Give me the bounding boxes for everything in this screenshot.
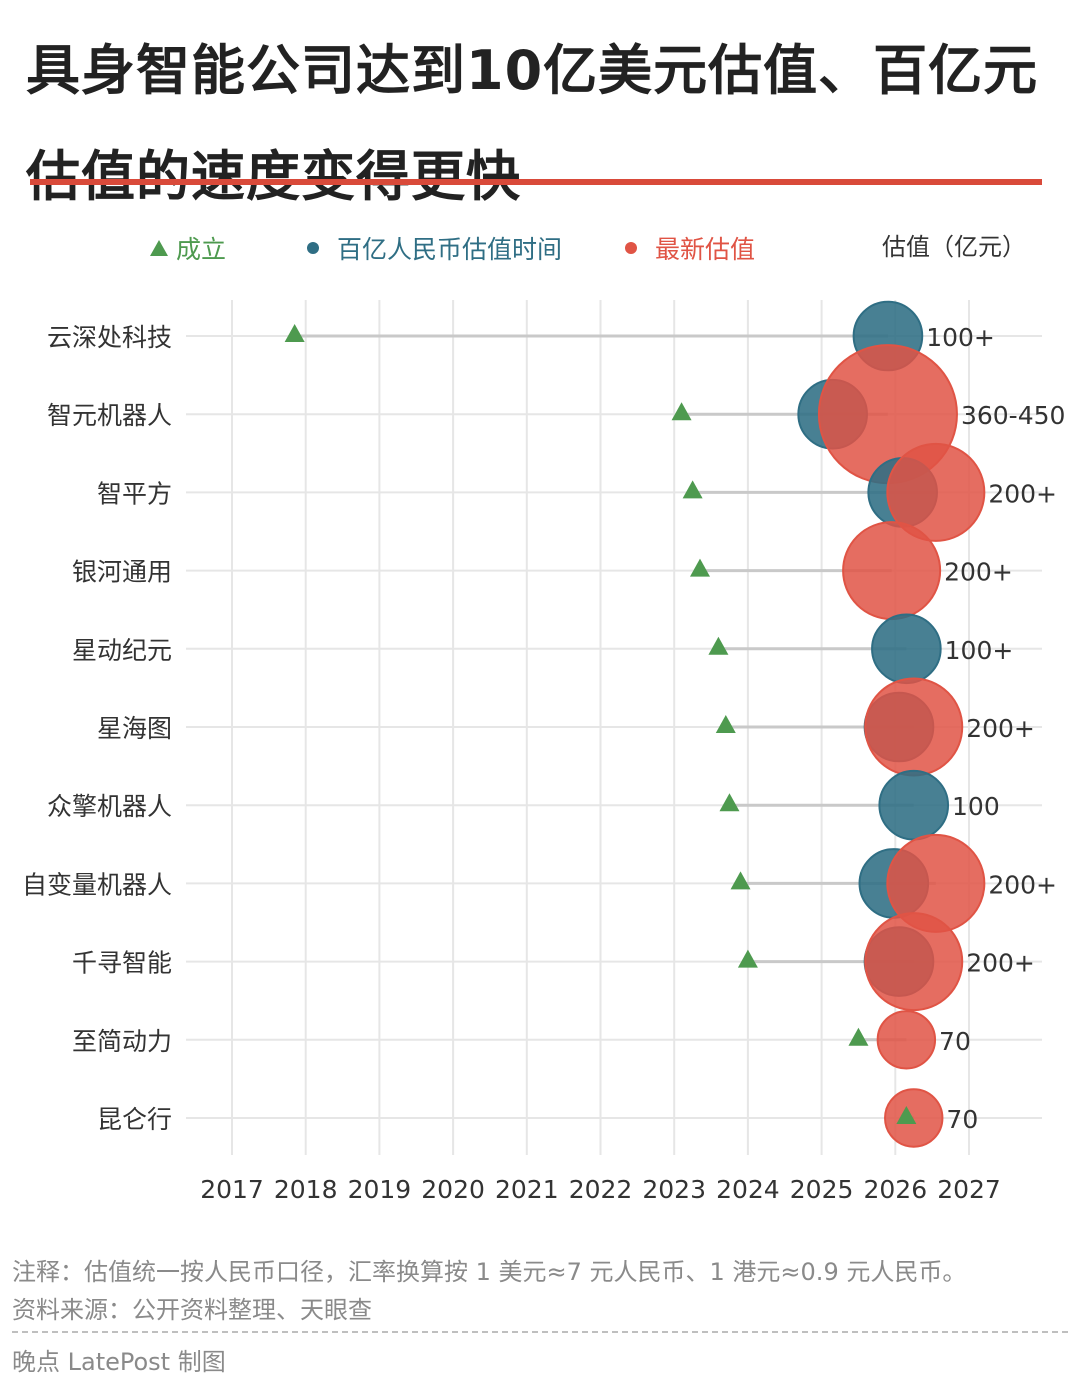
value-column-header: 估值（亿元） [882,233,1026,261]
hundred-billion-bubble [871,613,942,685]
valuation-label: 200+ [988,479,1057,508]
founded-triangle [737,949,758,968]
x-tick-label: 2023 [642,1175,706,1204]
company-label: 昆仑行 [97,1105,172,1134]
latest-valuation-bubble [876,1010,937,1070]
x-tick-label: 2018 [274,1175,338,1204]
x-tick-label: 2025 [790,1175,854,1204]
valuation-label: 200+ [944,558,1013,587]
founded-triangle [715,715,736,733]
legend-hundred-billion-dot [307,242,319,254]
latest-valuation-bubble [864,912,964,1012]
founded-triangle [689,558,710,577]
legend-latest-dot [625,242,637,254]
hundred-billion-bubble [878,769,950,841]
valuation-label: 100+ [926,323,995,352]
legend-latest-label: 最新估值 [655,235,755,264]
x-tick-label: 2026 [863,1175,927,1204]
valuation-label: 100+ [945,636,1014,665]
company-label: 智元机器人 [47,401,172,430]
legend-founded-label: 成立 [176,235,226,264]
valuation-label: 200+ [966,714,1035,743]
founded-triangle [730,871,751,890]
company-label: 云深处科技 [47,323,172,352]
latest-valuation-bubble [842,521,942,621]
company-label: 银河通用 [72,558,172,587]
valuation-label: 70 [946,1105,978,1134]
latest-valuation-bubble [884,1088,944,1148]
latest-valuation-bubble [864,677,964,777]
valuation-label: 200+ [966,949,1035,978]
company-label: 星动纪元 [72,636,172,665]
x-tick-label: 2024 [716,1175,780,1204]
latest-valuation-bubble [886,442,986,542]
founded-triangle [284,324,305,342]
founded-triangle [848,1027,869,1046]
founded-triangle [682,480,703,499]
company-label: 智平方 [97,479,172,508]
founded-triangle [671,402,692,421]
x-tick-label: 2017 [200,1175,264,1204]
legend-hundred-billion-label: 百亿人民币估值时间 [337,235,562,264]
source-note: 资料来源：公开资料整理、天眼查 [12,1296,372,1324]
company-label: 星海图 [97,714,172,743]
company-label: 千寻智能 [72,949,172,978]
legend-founded-triangle [150,240,168,256]
valuation-label: 70 [939,1027,971,1056]
x-tick-label: 2019 [348,1175,412,1204]
footnote: 注释：估值统一按人民币口径，汇率换算按 1 美元≈7 元人民币、1 港元≈0.9… [12,1258,967,1286]
founded-triangle [719,793,740,812]
valuation-label: 200+ [988,870,1057,899]
footer-divider [12,1331,1068,1333]
company-label: 自变量机器人 [22,870,172,899]
valuation-label: 360-450 [961,401,1065,430]
page-title: 具身智能公司达到10亿美元估值、百亿元估值的速度变得更快 [26,39,1039,208]
company-label: 至简动力 [72,1027,172,1056]
founded-triangle [708,636,729,655]
credit-text: 晚点 LatePost 制图 [12,1348,226,1376]
founded-triangle [896,1106,917,1124]
company-label: 众擎机器人 [47,792,172,821]
x-tick-label: 2027 [937,1175,1001,1204]
x-tick-label: 2020 [421,1175,485,1204]
x-tick-label: 2021 [495,1175,559,1204]
x-tick-label: 2022 [569,1175,633,1204]
title-rule [30,179,1042,185]
valuation-label: 100 [952,792,1000,821]
valuation-timeline-chart: 成立 百亿人民币估值时间 最新估值 估值（亿元） 2017 2018 2019 2020 202… [22,233,1065,1204]
